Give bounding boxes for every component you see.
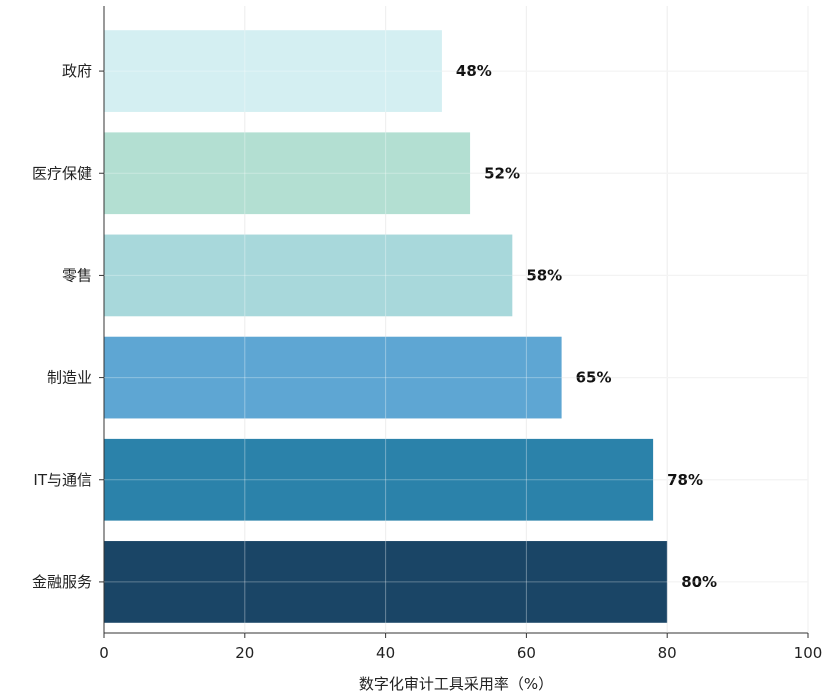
x-tick-label: 80 [658, 644, 677, 662]
bar [104, 438, 654, 521]
x-tick-label: 20 [235, 644, 254, 662]
value-label: 52% [484, 164, 520, 182]
axes [103, 6, 808, 634]
value-label: 48% [456, 62, 492, 80]
bar [104, 132, 471, 215]
bars [104, 30, 668, 623]
value-label: 78% [667, 471, 703, 489]
category-label: 政府 [62, 62, 92, 80]
bar [104, 234, 513, 317]
category-label: IT与通信 [33, 471, 92, 489]
category-label: 医疗保健 [32, 164, 92, 182]
bar [104, 336, 562, 419]
category-label: 制造业 [47, 369, 92, 387]
category-label: 金融服务 [32, 573, 92, 591]
value-label: 80% [681, 573, 717, 591]
bar [104, 541, 668, 623]
value-label: 65% [576, 369, 612, 387]
value-labels: 48% 52% 58% 65% 78% 80% [104, 6, 809, 633]
x-tick-label: 40 [376, 644, 395, 662]
x-axis-title: 数字化审计工具采用率（%） [359, 675, 553, 693]
value-label: 58% [526, 266, 562, 284]
bar [104, 30, 442, 112]
category-label: 零售 [62, 266, 92, 284]
x-tick-label: 100 [794, 644, 823, 662]
x-tick-label: 0 [99, 644, 109, 662]
x-tick-label: 60 [517, 644, 536, 662]
